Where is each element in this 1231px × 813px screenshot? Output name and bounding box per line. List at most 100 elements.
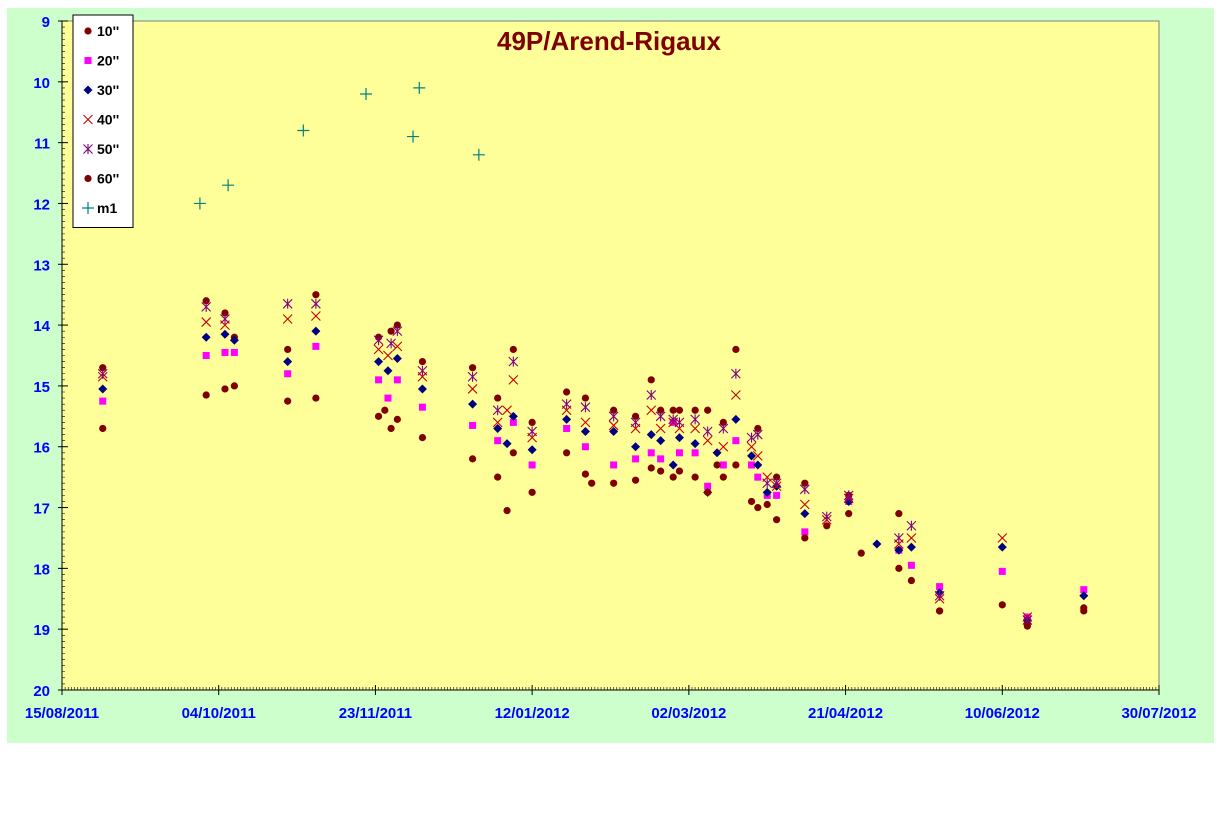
data-point (528, 418, 536, 426)
data-point (417, 384, 427, 394)
data-point (732, 437, 740, 445)
data-point (581, 470, 590, 478)
legend-label: 60'' (97, 171, 119, 187)
legend-label: 50'' (97, 141, 119, 157)
series-5 (99, 382, 1088, 630)
data-point (844, 496, 854, 506)
y-tick-label: 14 (33, 318, 50, 335)
data-point (610, 461, 618, 469)
data-point (407, 130, 420, 143)
data-point (284, 345, 292, 354)
data-point (730, 390, 741, 400)
legend-marker (82, 202, 94, 214)
data-point (230, 348, 238, 356)
data-point (392, 354, 402, 364)
data-point (691, 406, 699, 414)
data-point (691, 449, 699, 457)
y-tick-label: 19 (33, 622, 50, 639)
data-point (221, 309, 229, 317)
data-point (731, 414, 741, 424)
legend: 10'' 20'' 30'' 40'' 50'' 60'' m1 (72, 14, 134, 228)
x-tick-label: 21/04/2012 (808, 705, 883, 722)
legend-label: 20'' (97, 53, 119, 69)
data-point (732, 461, 740, 469)
data-point (383, 350, 393, 361)
data-point (801, 528, 809, 536)
data-point (894, 545, 904, 555)
legend-label: 40'' (97, 112, 119, 128)
data-point (468, 399, 478, 409)
data-point (580, 417, 591, 428)
series-6 (193, 81, 485, 210)
data-point (312, 342, 320, 350)
data-point (374, 412, 383, 420)
data-point (581, 394, 590, 402)
data-point (467, 384, 478, 394)
data-point (748, 461, 756, 469)
data-point (762, 478, 773, 489)
data-point (580, 402, 591, 413)
data-point (702, 426, 713, 437)
data-point (201, 332, 211, 342)
data-point (502, 405, 512, 416)
data-point (284, 370, 292, 378)
data-point (906, 542, 916, 552)
data-point (468, 455, 477, 463)
data-point (753, 460, 763, 470)
data-point (561, 399, 572, 410)
data-point (656, 436, 666, 446)
data-point (509, 418, 517, 426)
data-point (657, 406, 665, 414)
data-point (718, 441, 729, 452)
data-point (311, 326, 321, 336)
data-point (857, 549, 865, 557)
data-point (508, 356, 519, 367)
legend-entry: 10'' (84, 23, 119, 39)
data-point (895, 564, 903, 572)
data-point (494, 437, 502, 445)
x-tick-label: 02/03/2012 (651, 705, 726, 722)
legend-entry: 40'' (83, 112, 119, 128)
data-point (387, 327, 395, 335)
legend-entry: m1 (82, 200, 117, 216)
y-tick-label: 10 (33, 75, 50, 92)
data-point (418, 403, 426, 411)
data-point (657, 455, 665, 463)
data-point (668, 414, 679, 425)
data-point (773, 491, 781, 499)
chart-title: 49P/Arend-Rigaux (497, 26, 721, 56)
data-point (1079, 591, 1089, 601)
data-point (674, 417, 685, 428)
data-point (719, 461, 727, 469)
x-tick-label: 23/11/2011 (339, 705, 412, 722)
data-point (718, 423, 729, 434)
data-point (1080, 604, 1088, 612)
data-point (98, 384, 108, 394)
legend-marker (83, 114, 93, 125)
data-point (386, 338, 396, 349)
y-tick-label: 12 (33, 196, 50, 213)
data-point (675, 449, 683, 457)
data-point (202, 352, 210, 359)
data-point (392, 326, 403, 337)
data-point (221, 348, 229, 356)
data-point (282, 298, 293, 309)
data-point (730, 368, 741, 379)
data-point (284, 397, 292, 405)
data-point (220, 329, 230, 339)
data-point (646, 405, 657, 416)
data-point (527, 445, 537, 455)
legend-marker (84, 174, 92, 183)
data-point (632, 455, 640, 463)
data-point (375, 376, 383, 384)
data-point (392, 341, 403, 352)
data-point (669, 473, 677, 481)
data-point (675, 467, 684, 475)
data-point (381, 406, 389, 414)
data-point (282, 314, 293, 324)
data-point (580, 427, 590, 437)
data-point (907, 576, 915, 585)
data-point (563, 388, 571, 396)
data-point (393, 415, 401, 423)
data-point (906, 533, 917, 543)
